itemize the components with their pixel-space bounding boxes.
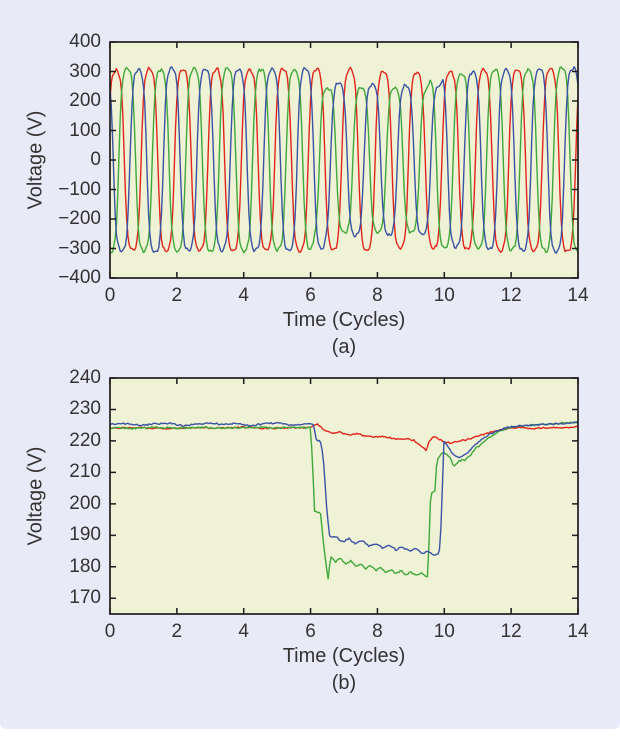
panel-a-x-tick-label: 2 bbox=[171, 285, 183, 306]
panel-b-y-tick-label: 240 bbox=[69, 367, 101, 388]
panel-a-x-tick-label: 4 bbox=[238, 285, 249, 306]
panel-b-x-tick-label: 10 bbox=[433, 621, 455, 642]
panel-b-x-axis-label: Time (Cycles) bbox=[282, 645, 406, 667]
panel-b-y-tick-label: 180 bbox=[69, 555, 101, 577]
panel-b-y-tick-label: 190 bbox=[69, 524, 101, 546]
panel-b-y-tick-label: 220 bbox=[69, 429, 101, 451]
panel-a-y-tick-label: 300 bbox=[69, 60, 101, 82]
panel-b-x-tick-label: 14 bbox=[567, 621, 589, 642]
panel-a-x-tick-label: 12 bbox=[500, 285, 522, 306]
panel-a-y-tick-label: −400 bbox=[58, 267, 101, 288]
panel-b-y-tick-label: 200 bbox=[69, 492, 101, 514]
panel-b-caption: (b) bbox=[331, 672, 357, 694]
panel-b-x-tick-label: 12 bbox=[500, 621, 522, 642]
panel-a-y-tick-label: 0 bbox=[90, 149, 101, 170]
panel-a-x-tick-label: 6 bbox=[305, 285, 316, 306]
panel-a-x-tick-label: 8 bbox=[372, 285, 383, 306]
panel-a-x-axis-label: Time (Cycles) bbox=[282, 309, 406, 331]
panel-b-x-tick-label: 2 bbox=[171, 621, 183, 642]
panel-a-x-tick-label: 10 bbox=[433, 285, 455, 306]
panel-b-x-tick-label: 6 bbox=[305, 621, 316, 642]
panel-b-x-tick-label: 0 bbox=[104, 621, 116, 642]
panel-b-y-tick-label: 170 bbox=[69, 587, 101, 609]
panel-a-y-tick-label: 100 bbox=[69, 119, 101, 141]
panel-b-y-tick-label: 230 bbox=[69, 398, 101, 420]
panel-a-x-tick-label: 0 bbox=[104, 285, 116, 306]
panel-a-y-tick-label: 200 bbox=[69, 90, 101, 111]
panel-a-y-tick-label: −100 bbox=[58, 178, 101, 200]
panel-a-caption: (a) bbox=[331, 336, 357, 358]
panel-a-x-tick-label: 14 bbox=[567, 285, 589, 306]
panel-a-y-tick-label: −200 bbox=[58, 208, 101, 229]
panel-a-y-tick-label: 400 bbox=[69, 31, 101, 52]
panel-b-y-tick-label: 210 bbox=[69, 461, 101, 483]
panel-b-x-tick-label: 8 bbox=[372, 621, 383, 642]
panel-b-x-tick-label: 4 bbox=[238, 621, 249, 642]
panel-a-y-tick-label: −300 bbox=[58, 237, 101, 259]
